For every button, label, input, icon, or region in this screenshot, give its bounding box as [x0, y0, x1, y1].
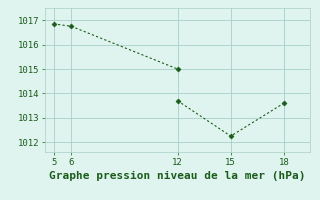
X-axis label: Graphe pression niveau de la mer (hPa): Graphe pression niveau de la mer (hPa) — [49, 171, 306, 181]
